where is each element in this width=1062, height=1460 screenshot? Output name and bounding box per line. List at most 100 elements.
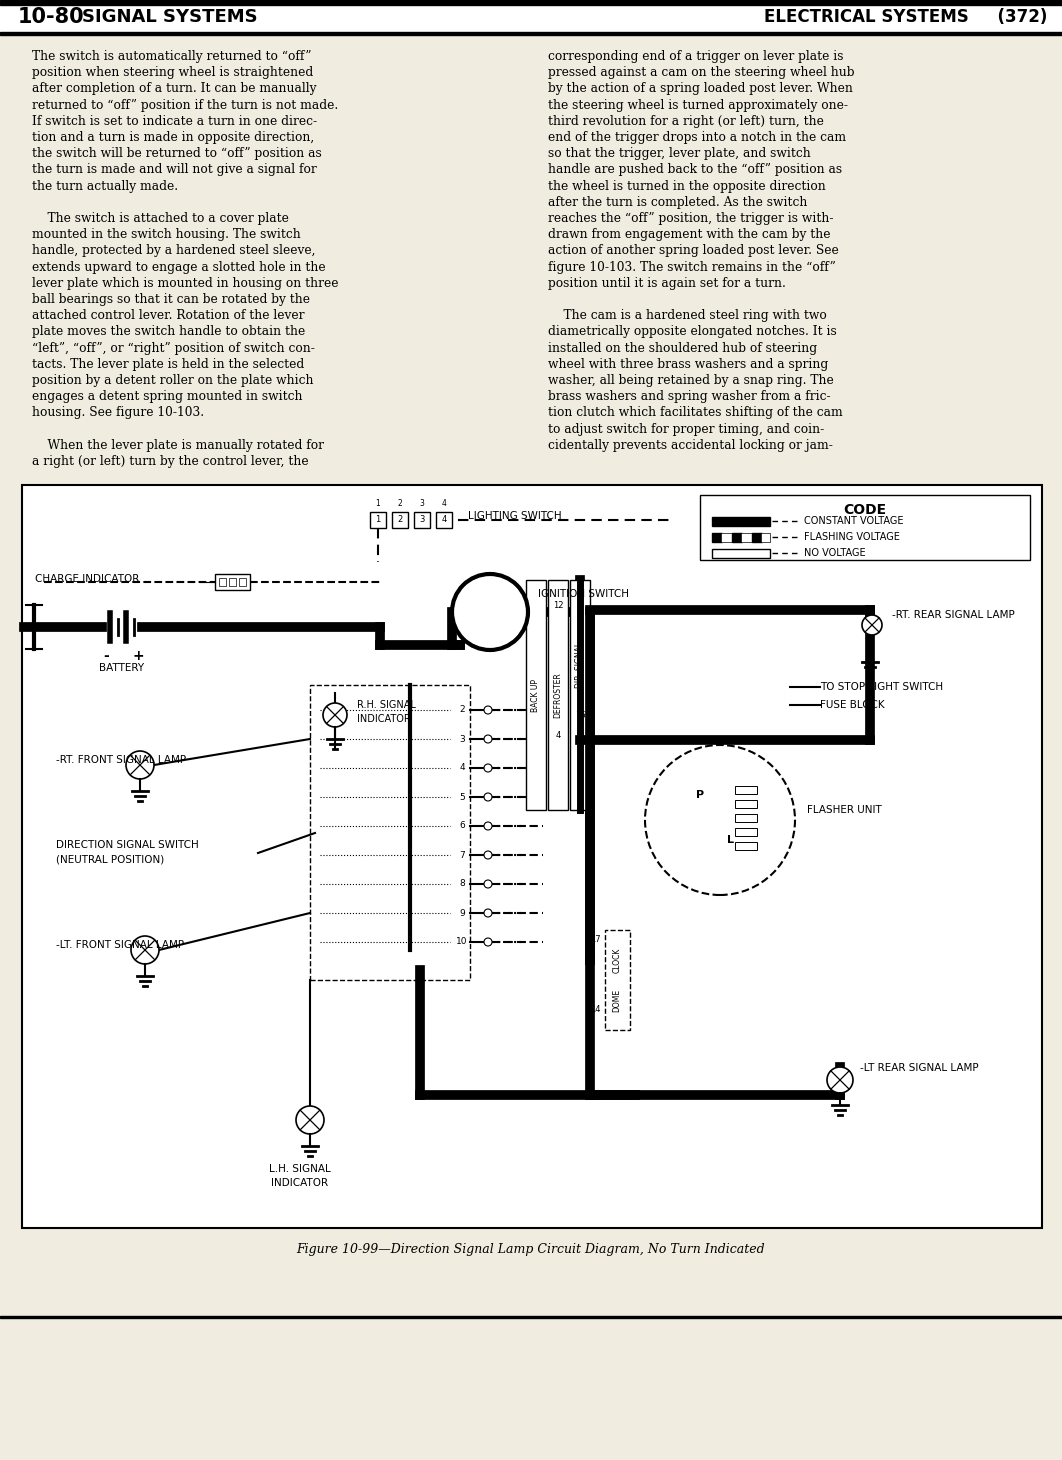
Bar — [742, 533, 752, 542]
Text: CODE: CODE — [843, 504, 887, 517]
Bar — [735, 785, 757, 794]
Text: 3: 3 — [419, 515, 425, 524]
Circle shape — [323, 704, 347, 727]
Text: ball bearings so that it can be rotated by the: ball bearings so that it can be rotated … — [32, 293, 310, 307]
Text: third revolution for a right (or left) turn, the: third revolution for a right (or left) t… — [548, 115, 824, 128]
Bar — [370, 512, 386, 529]
Text: a right (or left) turn by the control lever, the: a right (or left) turn by the control le… — [32, 456, 309, 469]
Circle shape — [645, 745, 795, 895]
Text: position by a detent roller on the plate which: position by a detent roller on the plate… — [32, 374, 313, 387]
Bar — [229, 578, 236, 585]
Text: SIGNAL SYSTEMS: SIGNAL SYSTEMS — [82, 7, 258, 26]
Bar — [570, 580, 590, 810]
Text: cidentally prevents accidental locking or jam-: cidentally prevents accidental locking o… — [548, 439, 833, 451]
Text: DEFROSTER: DEFROSTER — [553, 672, 563, 718]
Circle shape — [484, 822, 492, 829]
Text: housing. See figure 10-103.: housing. See figure 10-103. — [32, 406, 204, 419]
Text: LIGHTING SWITCH: LIGHTING SWITCH — [468, 511, 562, 521]
Bar — [526, 580, 546, 810]
Circle shape — [296, 1107, 324, 1134]
Text: FUSE BLOCK: FUSE BLOCK — [820, 699, 885, 710]
Text: BATTERY: BATTERY — [100, 663, 144, 673]
Text: 2: 2 — [397, 499, 402, 508]
Bar — [414, 512, 430, 529]
Text: -LT. FRONT SIGNAL LAMP: -LT. FRONT SIGNAL LAMP — [56, 940, 184, 950]
Circle shape — [484, 764, 492, 772]
Text: 4: 4 — [555, 730, 561, 740]
Circle shape — [484, 910, 492, 917]
Text: 1: 1 — [375, 515, 380, 524]
Text: lever plate which is mounted in housing on three: lever plate which is mounted in housing … — [32, 277, 339, 289]
Text: 1: 1 — [376, 499, 380, 508]
Text: 4: 4 — [442, 499, 446, 508]
Bar — [752, 533, 763, 542]
Circle shape — [131, 936, 159, 964]
Text: mounted in the switch housing. The switch: mounted in the switch housing. The switc… — [32, 228, 301, 241]
Bar — [215, 574, 250, 590]
Text: figure 10-103. The switch remains in the “off”: figure 10-103. The switch remains in the… — [548, 260, 836, 273]
Text: returned to “off” position if the turn is not made.: returned to “off” position if the turn i… — [32, 99, 339, 111]
Text: L: L — [726, 835, 734, 845]
Text: 5: 5 — [459, 793, 465, 802]
Text: the turn is made and will not give a signal for: the turn is made and will not give a sig… — [32, 164, 316, 177]
Text: The cam is a hardened steel ring with two: The cam is a hardened steel ring with tw… — [548, 310, 826, 323]
Bar — [712, 517, 770, 526]
Text: 14: 14 — [589, 1006, 600, 1015]
Text: engages a detent spring mounted in switch: engages a detent spring mounted in switc… — [32, 390, 303, 403]
Text: to adjust switch for proper timing, and coin-: to adjust switch for proper timing, and … — [548, 422, 824, 435]
Text: handle are pushed back to the “off” position as: handle are pushed back to the “off” posi… — [548, 164, 842, 177]
Text: P: P — [696, 790, 704, 800]
Text: +: + — [132, 650, 143, 663]
Text: diametrically opposite elongated notches. It is: diametrically opposite elongated notches… — [548, 326, 837, 339]
Text: tacts. The lever plate is held in the selected: tacts. The lever plate is held in the se… — [32, 358, 304, 371]
Text: -RT. REAR SIGNAL LAMP: -RT. REAR SIGNAL LAMP — [892, 610, 1015, 620]
Text: end of the trigger drops into a notch in the cam: end of the trigger drops into a notch in… — [548, 131, 846, 145]
Bar — [732, 533, 742, 542]
Text: the steering wheel is turned approximately one-: the steering wheel is turned approximate… — [548, 99, 847, 111]
Text: 4: 4 — [459, 764, 465, 772]
Text: position until it is again set for a turn.: position until it is again set for a tur… — [548, 277, 786, 289]
Bar — [0, 0, 1062, 34]
Circle shape — [484, 707, 492, 714]
Text: DOME: DOME — [613, 988, 621, 1012]
Text: installed on the shouldered hub of steering: installed on the shouldered hub of steer… — [548, 342, 817, 355]
Bar — [722, 533, 732, 542]
Text: the switch will be returned to “off” position as: the switch will be returned to “off” pos… — [32, 147, 322, 161]
Text: IGNITION SWITCH: IGNITION SWITCH — [538, 588, 629, 599]
Text: +: + — [582, 733, 593, 746]
Text: washer, all being retained by a snap ring. The: washer, all being retained by a snap rin… — [548, 374, 834, 387]
Text: NO VOLTAGE: NO VOLTAGE — [804, 548, 866, 558]
Circle shape — [484, 937, 492, 946]
Text: 3: 3 — [459, 734, 465, 743]
Text: CLOCK: CLOCK — [613, 948, 621, 972]
Text: 10: 10 — [457, 937, 467, 946]
Circle shape — [126, 750, 154, 780]
Text: 7: 7 — [459, 851, 465, 860]
Text: -: - — [103, 650, 109, 663]
Text: tion clutch which facilitates shifting of the cam: tion clutch which facilitates shifting o… — [548, 406, 843, 419]
Circle shape — [484, 793, 492, 802]
Bar — [763, 533, 772, 542]
Bar — [0, 1315, 1062, 1318]
Text: If switch is set to indicate a turn in one direc-: If switch is set to indicate a turn in o… — [32, 115, 318, 128]
Text: pressed against a cam on the steering wheel hub: pressed against a cam on the steering wh… — [548, 66, 855, 79]
Text: 16: 16 — [575, 711, 585, 720]
Text: after completion of a turn. It can be manually: after completion of a turn. It can be ma… — [32, 82, 316, 95]
Text: 2: 2 — [459, 705, 465, 714]
Text: Figure 10-99—Direction Signal Lamp Circuit Diagram, No Turn Indicated: Figure 10-99—Direction Signal Lamp Circu… — [296, 1244, 766, 1257]
Text: reaches the “off” position, the trigger is with-: reaches the “off” position, the trigger … — [548, 212, 834, 225]
Text: The switch is attached to a cover plate: The switch is attached to a cover plate — [32, 212, 289, 225]
Text: attached control lever. Rotation of the lever: attached control lever. Rotation of the … — [32, 310, 305, 323]
Text: 3: 3 — [419, 499, 425, 508]
Text: TO STOP LIGHT SWITCH: TO STOP LIGHT SWITCH — [820, 682, 943, 692]
Bar — [548, 580, 568, 810]
Bar — [712, 533, 722, 542]
Text: 8: 8 — [459, 879, 465, 889]
Text: When the lever plate is manually rotated for: When the lever plate is manually rotated… — [32, 439, 324, 451]
Text: FLASHER UNIT: FLASHER UNIT — [807, 804, 881, 815]
Bar — [219, 578, 226, 585]
Text: BACK UP: BACK UP — [531, 679, 541, 711]
Text: position when steering wheel is straightened: position when steering wheel is straight… — [32, 66, 313, 79]
Text: R.H. SIGNAL: R.H. SIGNAL — [357, 699, 416, 710]
Text: the wheel is turned in the opposite direction: the wheel is turned in the opposite dire… — [548, 180, 826, 193]
